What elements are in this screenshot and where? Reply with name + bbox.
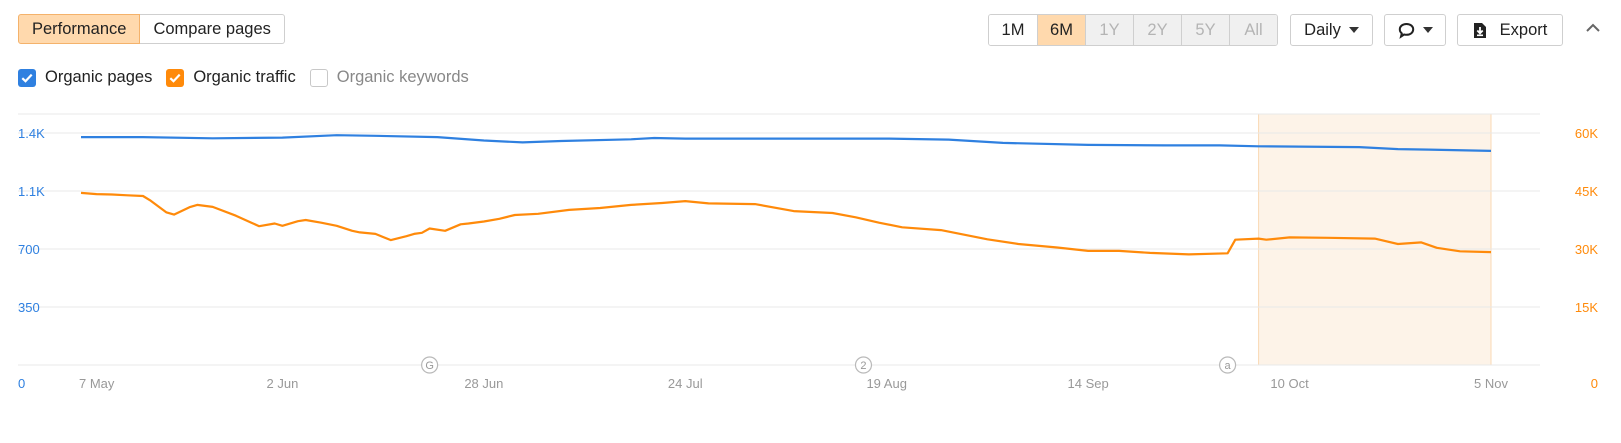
legend-label: Organic traffic [193, 68, 296, 86]
checkbox-unchecked-icon[interactable] [309, 68, 328, 87]
comment-icon [1398, 22, 1414, 39]
series-line-organic-traffic [80, 191, 1492, 256]
annotation-label: 2 [860, 360, 866, 372]
x-tick-label: 28 Jun [464, 376, 503, 391]
chevron-down-icon [1348, 27, 1359, 33]
range-2y[interactable]: 2Y [1133, 15, 1181, 45]
y-left-tick-label: 1.1K [18, 184, 45, 199]
interval-dropdown[interactable]: Daily [1290, 14, 1373, 46]
checkbox-checked-icon[interactable] [166, 68, 185, 87]
annotation-marker [421, 356, 439, 374]
x-tick-label: 5 Nov [1474, 376, 1508, 391]
y-right-tick-label: 30K [1575, 242, 1598, 257]
annotation-label: a [1225, 360, 1232, 372]
legend-item-organic-keywords[interactable]: Organic keywords [309, 68, 469, 87]
y-left-tick-label: 700 [18, 242, 40, 257]
view-tabs: Performance Compare pages [18, 14, 285, 44]
tab-compare-pages[interactable]: Compare pages [140, 14, 285, 44]
y-left-tick-label: 0 [18, 376, 25, 391]
annotation-marker [854, 356, 873, 374]
annotation-marker [1218, 356, 1237, 374]
chevron-down-icon [1422, 27, 1433, 33]
x-tick-label: 14 Sep [1068, 376, 1109, 391]
y-right-tick-label: 60K [1575, 126, 1598, 141]
export-label: Export [1499, 20, 1548, 39]
range-5y[interactable]: 5Y [1181, 15, 1229, 45]
series-line-organic-pages [81, 134, 1492, 152]
x-tick-label: 7 May [79, 376, 115, 391]
checkbox-checked-icon[interactable] [18, 68, 36, 87]
interval-label: Daily [1304, 20, 1341, 39]
x-tick-label: 10 Oct [1270, 376, 1309, 391]
legend-item-organic-pages[interactable]: Organic pages [18, 68, 152, 87]
y-right-tick-label: 0 [1591, 376, 1598, 391]
x-tick-label: 24 Jul [668, 376, 703, 391]
y-right-tick-label: 45K [1575, 184, 1598, 199]
annotations-dropdown[interactable] [1384, 14, 1446, 46]
annotation-label: G [425, 360, 434, 372]
x-tick-label: 19 Aug [866, 376, 907, 391]
export-button[interactable]: Export [1457, 14, 1563, 46]
range-6m[interactable]: 6M [1037, 15, 1085, 45]
y-left-tick-label: 350 [18, 300, 40, 315]
legend-item-organic-traffic[interactable]: Organic traffic [166, 68, 296, 87]
date-range-selector: 1M 6M 1Y 2Y 5Y All [988, 14, 1278, 46]
series-legend: Organic pages Organic traffic Organic keyw… [18, 68, 483, 87]
download-file-icon [1473, 22, 1486, 38]
performance-chart: 0 0 350 15K 700 30K 1.1K 45K 1.4K 60K 7 May 2 Jun 28… [18, 113, 1598, 391]
range-all[interactable]: All [1229, 15, 1277, 45]
y-left-tick-label: 1.4K [18, 126, 45, 141]
y-right-tick-label: 15K [1575, 300, 1598, 315]
tab-performance[interactable]: Performance [18, 14, 141, 44]
legend-label: Organic pages [45, 68, 153, 86]
range-1y[interactable]: 1Y [1085, 15, 1133, 45]
x-tick-label: 2 Jun [267, 376, 299, 391]
range-1m[interactable]: 1M [989, 15, 1037, 45]
legend-label: Organic keywords [336, 68, 469, 86]
chevron-up-icon[interactable] [1585, 20, 1601, 36]
